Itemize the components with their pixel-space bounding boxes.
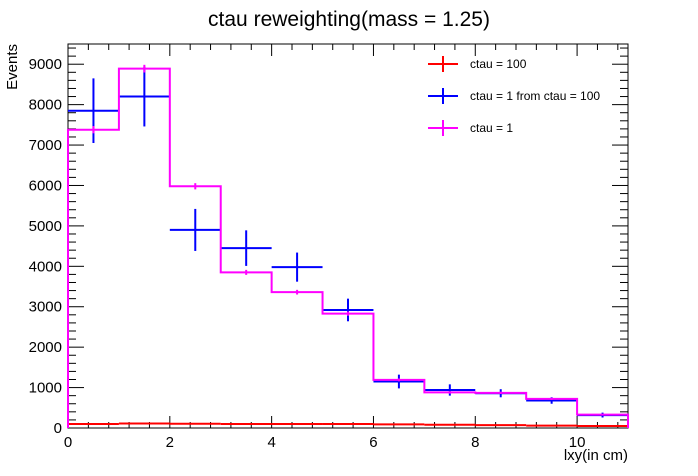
y-tick-label: 5000 [29, 218, 62, 235]
legend-entry-0: ctau = 100 [428, 56, 527, 72]
x-tick-label: 2 [166, 434, 174, 451]
plot-area: 0 1000 2000 3000 4000 5000 6000 7000 8000 9000 0 2 4… [29, 43, 629, 451]
y-tick-label: 8000 [29, 97, 62, 114]
x-tick-label: 8 [471, 434, 479, 451]
x-tick-label: 0 [64, 434, 72, 451]
y-tick-label: 2000 [29, 339, 62, 356]
legend-label: ctau = 100 [470, 57, 527, 71]
legend-label: ctau = 1 from ctau = 100 [470, 89, 600, 103]
y-tick-label: 7000 [29, 137, 62, 154]
y-tick-label: 4000 [29, 258, 62, 275]
legend: ctau = 100 ctau = 1 from ctau = 100 ctau =… [428, 56, 600, 136]
y-tick-label: 0 [54, 420, 62, 437]
y-tick-label: 3000 [29, 299, 62, 316]
y-tick-label: 9000 [29, 56, 62, 73]
x-axis-title: lxy(in cm) [564, 447, 628, 464]
legend-label: ctau = 1 [470, 121, 513, 135]
x-tick-label: 6 [369, 434, 377, 451]
series-2 [67, 64, 629, 428]
y-tick-label: 6000 [29, 177, 62, 194]
y-axis-title: Events [4, 44, 21, 90]
x-tick-label: 4 [267, 434, 275, 451]
x-tick-label: 10 [569, 434, 586, 451]
y-tick-label: 1000 [29, 380, 62, 397]
series-0 [68, 422, 628, 427]
legend-entry-2: ctau = 1 [428, 120, 513, 136]
chart-title: ctau reweighting(mass = 1.25) [208, 8, 490, 31]
legend-entry-1: ctau = 1 from ctau = 100 [428, 88, 600, 104]
